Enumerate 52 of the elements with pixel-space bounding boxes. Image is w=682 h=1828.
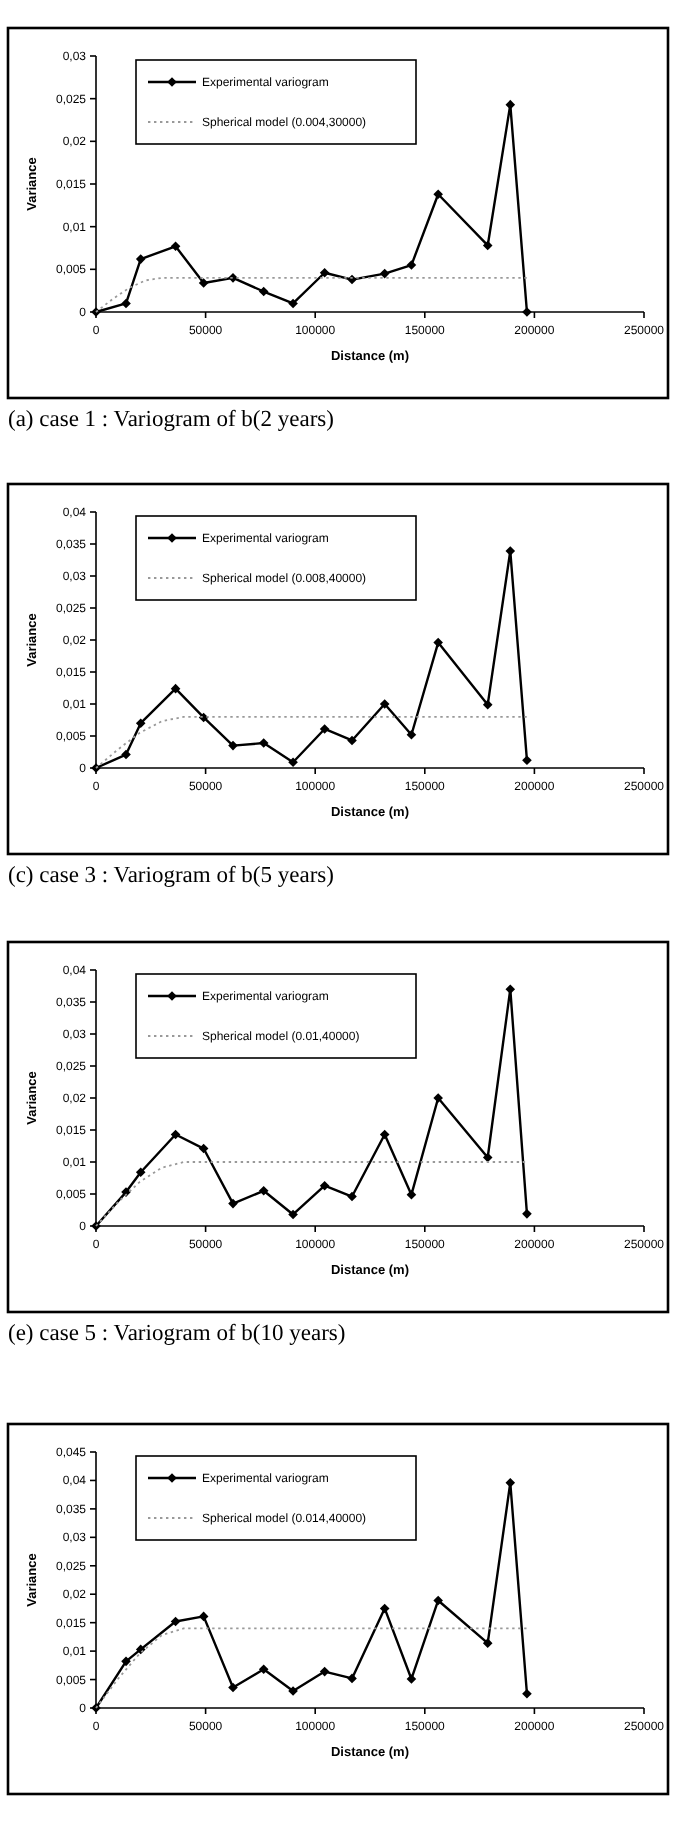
point	[482, 1638, 493, 1648]
point	[433, 637, 443, 648]
point	[379, 1603, 390, 1614]
point	[288, 1209, 298, 1220]
point	[228, 1198, 238, 1209]
point	[135, 718, 146, 728]
point	[121, 749, 131, 760]
point	[505, 1477, 516, 1488]
point	[482, 699, 493, 710]
point	[379, 1129, 390, 1140]
point	[347, 1673, 357, 1684]
point	[198, 1611, 209, 1622]
point	[135, 1167, 146, 1178]
point	[288, 757, 298, 768]
point	[406, 1189, 417, 1200]
point	[319, 267, 330, 278]
text: (c) case 3 : Variogram of b(5 years)	[8, 864, 335, 888]
point	[522, 1209, 532, 1219]
point	[379, 699, 390, 709]
point	[258, 1186, 269, 1196]
point	[347, 735, 357, 746]
point	[319, 724, 330, 734]
point	[433, 189, 443, 200]
point	[319, 1666, 330, 1677]
point	[258, 286, 269, 297]
point	[135, 254, 146, 264]
point	[228, 740, 238, 751]
point	[198, 278, 209, 288]
point	[482, 240, 493, 251]
point	[522, 1688, 532, 1699]
point	[522, 755, 532, 766]
text: (e) case 5 : Variogram of b(10 years)	[8, 1322, 346, 1346]
point	[121, 298, 131, 309]
point	[135, 1644, 146, 1655]
point	[482, 1152, 493, 1163]
point	[505, 546, 516, 556]
point	[406, 729, 417, 740]
point	[406, 260, 417, 270]
text: (a) case 1 : Variogram of b(2 years)	[8, 408, 335, 432]
point	[433, 1595, 443, 1606]
point	[379, 268, 390, 279]
point	[319, 1180, 330, 1191]
point	[258, 738, 269, 748]
point	[505, 984, 516, 994]
point	[505, 99, 516, 110]
point	[228, 1682, 238, 1693]
point	[347, 1191, 357, 1202]
point	[258, 1664, 269, 1675]
point	[121, 1656, 131, 1667]
point	[288, 298, 298, 309]
point	[406, 1674, 417, 1684]
point	[170, 241, 181, 252]
